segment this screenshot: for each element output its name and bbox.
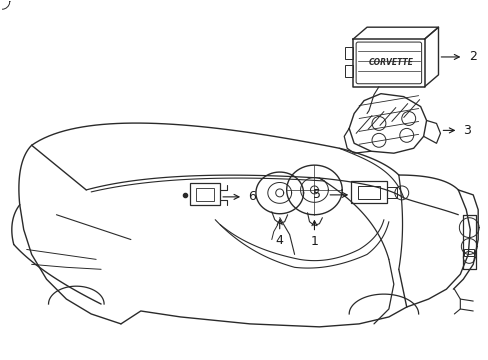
Bar (190, 183, 220, 205)
Text: 3: 3 (463, 124, 470, 137)
Text: 1: 1 (310, 235, 318, 248)
Bar (386, 187, 396, 198)
Text: 5: 5 (313, 188, 321, 201)
Bar (357, 186, 379, 199)
Text: CORVETTE: CORVETTE (367, 58, 412, 67)
Bar (345, 47, 352, 59)
Text: 2: 2 (468, 50, 476, 63)
Bar (345, 65, 352, 77)
Bar (350, 181, 386, 203)
Text: 4: 4 (275, 234, 283, 247)
Bar (463, 249, 473, 256)
Bar (196, 188, 214, 201)
Text: 6: 6 (247, 190, 255, 203)
